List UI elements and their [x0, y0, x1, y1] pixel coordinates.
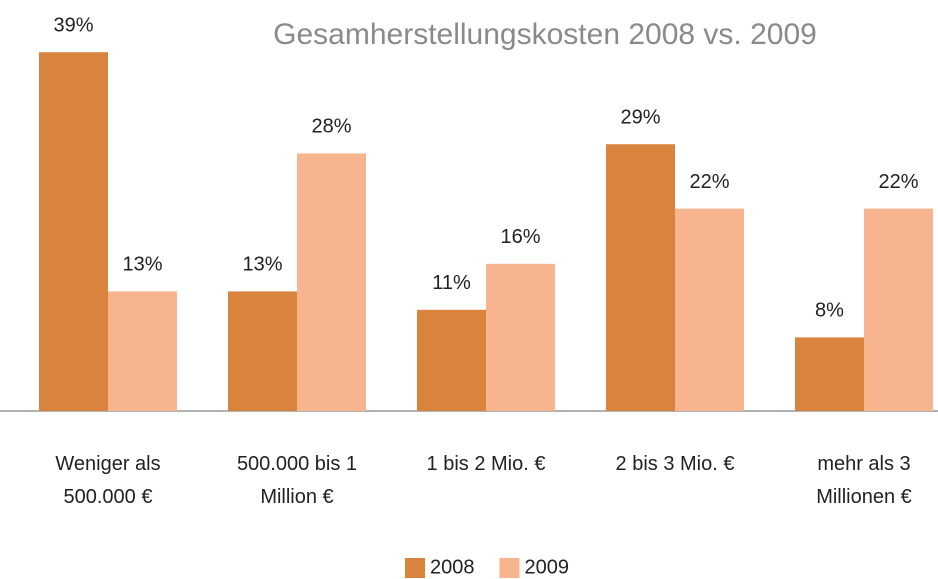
- bar: [795, 337, 864, 411]
- bar: [864, 208, 933, 411]
- data-label: 28%: [311, 116, 351, 138]
- bar: [606, 144, 675, 411]
- bar: [417, 309, 486, 411]
- bar: [675, 208, 744, 411]
- chart-title: Gesamherstellungskosten 2008 vs. 2009: [273, 18, 817, 51]
- data-label: 11%: [432, 272, 471, 294]
- legend-swatch: [499, 558, 520, 578]
- legend-swatch: [405, 558, 425, 578]
- data-label: 13%: [242, 254, 282, 276]
- x-tick-label: Weniger als 500.000 €: [55, 453, 161, 508]
- x-tick-label: 1 bis 2 Mio. €: [426, 453, 546, 475]
- x-tick-label: 2 bis 3 Mio. €: [615, 453, 735, 475]
- data-label: 39%: [53, 14, 93, 36]
- legend-label: 2008: [430, 556, 475, 578]
- data-label: 16%: [500, 226, 540, 248]
- data-label: 13%: [122, 254, 162, 276]
- bar: [297, 153, 366, 411]
- x-tick-label: 500.000 bis 1 Million €: [236, 453, 358, 508]
- legend-label: 2009: [525, 556, 570, 578]
- data-label: 29%: [620, 106, 660, 128]
- x-tick-label: mehr als 3 Millionen €: [816, 453, 912, 508]
- bar: [486, 263, 555, 411]
- data-label: 22%: [878, 171, 918, 193]
- bar: [108, 291, 177, 411]
- data-label: 22%: [689, 171, 729, 193]
- bar: [228, 291, 297, 411]
- bar: [39, 52, 108, 411]
- data-label: 8%: [815, 300, 844, 322]
